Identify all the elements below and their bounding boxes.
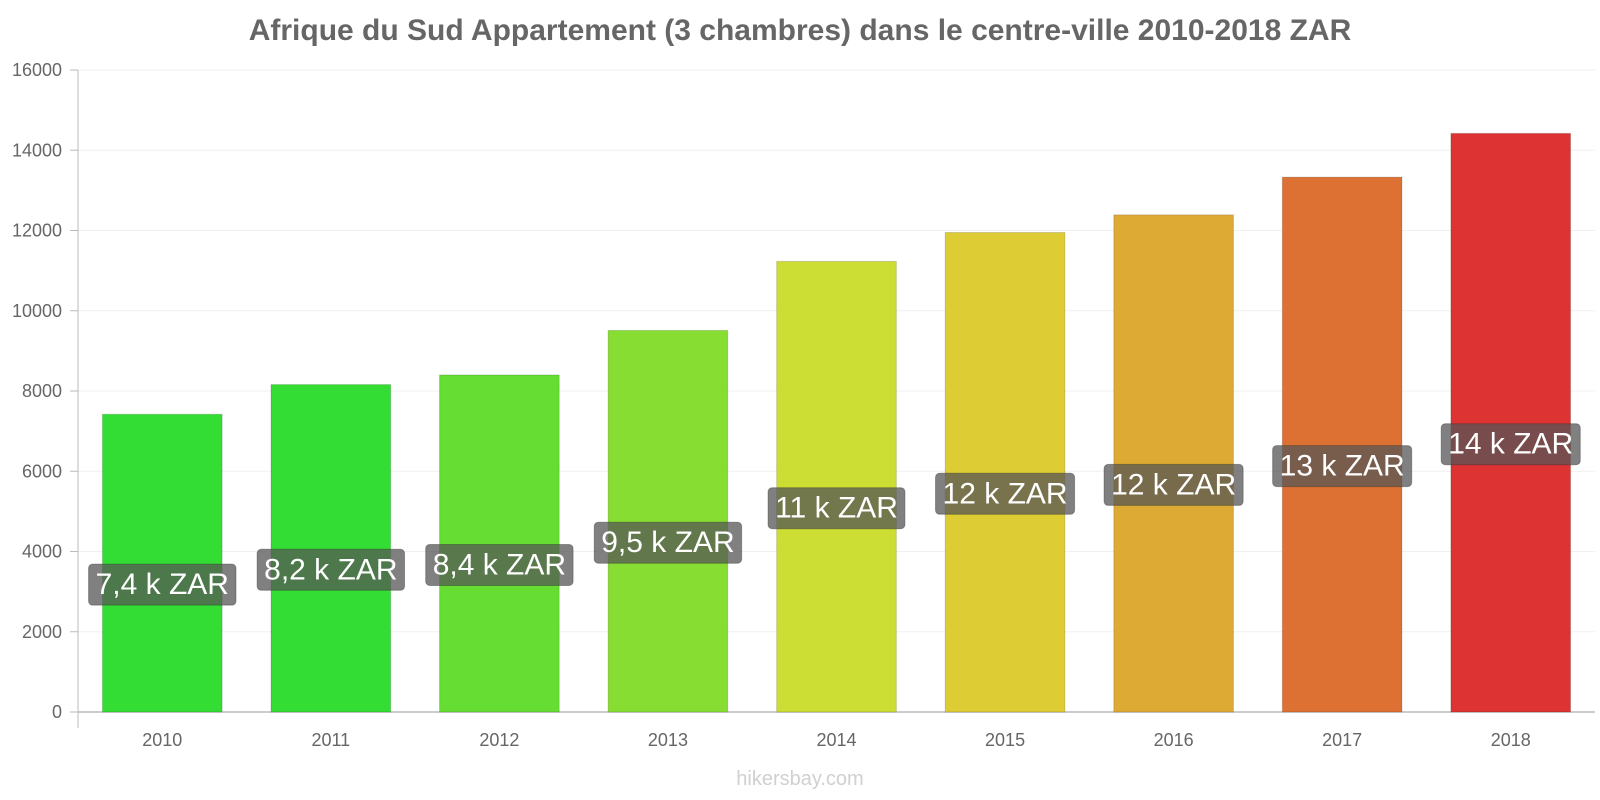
data-label-text: 14 k ZAR bbox=[1448, 428, 1573, 461]
x-tick-label: 2016 bbox=[1154, 730, 1194, 750]
y-tick-label: 2000 bbox=[22, 622, 62, 642]
bar-2010 bbox=[101, 413, 223, 713]
data-label-text: 12 k ZAR bbox=[943, 477, 1068, 510]
x-tick-label: 2013 bbox=[648, 730, 688, 750]
chart-title: Afrique du Sud Appartement (3 chambres) … bbox=[248, 14, 1352, 47]
data-label-box bbox=[1103, 463, 1244, 506]
x-tick-label: 2015 bbox=[985, 730, 1025, 750]
bar-2014 bbox=[776, 260, 897, 713]
x-tick-label: 2017 bbox=[1322, 730, 1362, 750]
data-label-box bbox=[256, 548, 406, 591]
y-tick-label: 6000 bbox=[22, 461, 62, 481]
data-label-box bbox=[935, 472, 1076, 515]
data-label-text: 11 k ZAR bbox=[775, 492, 898, 525]
data-label-text: 8,2 k ZAR bbox=[264, 553, 397, 586]
data-labels: 7,4 k ZAR 8,2 k ZAR 8,4 k ZAR 9,5 k ZAR 11 k… bbox=[88, 423, 1581, 606]
data-label-text: 7,4 k ZAR bbox=[96, 568, 229, 601]
data-label-2012: 8,4 k ZAR bbox=[425, 543, 574, 586]
data-label-box bbox=[1272, 445, 1413, 488]
bar-2018 bbox=[1450, 132, 1572, 713]
x-tick-label: 2011 bbox=[311, 730, 350, 750]
data-label-2015: 12 k ZAR bbox=[935, 472, 1076, 515]
data-label-2018: 14 k ZAR bbox=[1440, 423, 1581, 466]
data-label-2010: 7,4 k ZAR bbox=[88, 563, 237, 606]
bar-2016 bbox=[1113, 214, 1234, 713]
y-tick-label: 12000 bbox=[12, 221, 62, 241]
y-tick-label: 8000 bbox=[22, 381, 62, 401]
data-label-box bbox=[1440, 423, 1581, 466]
y-tick-label: 4000 bbox=[22, 542, 62, 562]
data-label-text: 12 k ZAR bbox=[1111, 468, 1236, 501]
y-tick-label: 16000 bbox=[12, 60, 62, 80]
data-label-2013: 9,5 k ZAR bbox=[593, 521, 743, 564]
axes: 0 2000 4000 6000 8000 10000 12000 14000 16000 201… bbox=[12, 60, 1595, 750]
data-label-2017: 13 k ZAR bbox=[1272, 445, 1413, 488]
data-label-2016: 12 k ZAR bbox=[1103, 463, 1244, 506]
data-label-2011: 8,2 k ZAR bbox=[256, 548, 406, 591]
x-tick-label: 2010 bbox=[142, 730, 182, 750]
bar-2017 bbox=[1281, 176, 1403, 713]
footer-credit: hikersbay.com bbox=[736, 768, 864, 790]
data-label-box bbox=[593, 521, 743, 564]
data-label-box bbox=[425, 543, 574, 586]
x-tick-label: 2012 bbox=[479, 730, 519, 750]
bar-2013 bbox=[607, 329, 729, 713]
data-label-text: 9,5 k ZAR bbox=[601, 526, 734, 559]
bar-2011 bbox=[270, 384, 392, 713]
x-tick-label: 2018 bbox=[1491, 730, 1531, 750]
bar-2015 bbox=[944, 232, 1066, 713]
bar-2012 bbox=[439, 374, 560, 713]
data-label-text: 13 k ZAR bbox=[1280, 450, 1405, 483]
y-tick-label: 14000 bbox=[12, 140, 62, 160]
bars bbox=[101, 132, 1572, 713]
x-tick-label: 2014 bbox=[816, 730, 856, 750]
data-label-2014: 11 k ZAR bbox=[767, 487, 906, 530]
data-label-box bbox=[767, 487, 906, 530]
data-label-box bbox=[88, 563, 237, 606]
y-tick-label: 0 bbox=[52, 702, 62, 722]
y-tick-label: 10000 bbox=[12, 301, 62, 321]
data-label-text: 8,4 k ZAR bbox=[433, 548, 566, 581]
